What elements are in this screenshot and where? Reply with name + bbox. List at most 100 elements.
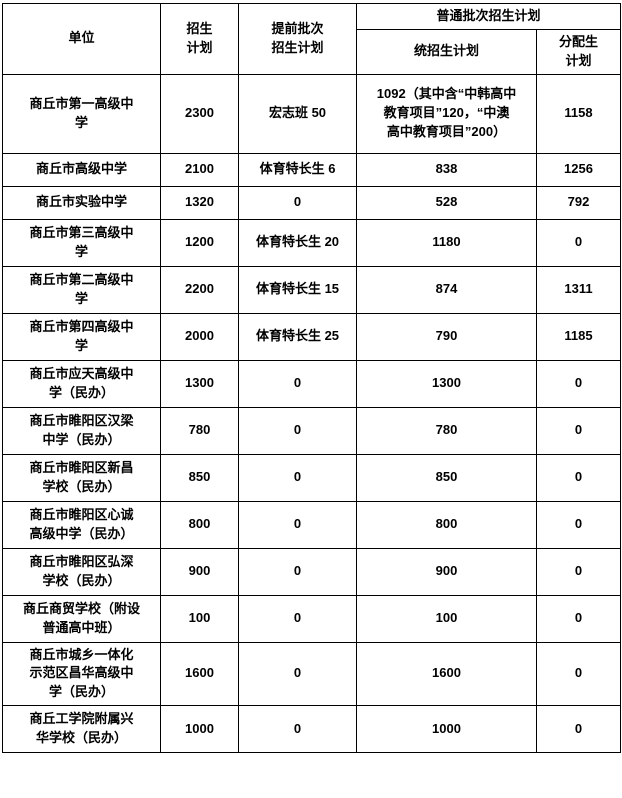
table-row: 商丘市睢阳区新昌 学校（民办） 850 0 850 0 <box>2 453 622 502</box>
table-row: 商丘商贸学校（附设 普通高中班） 100 0 100 0 <box>2 594 622 643</box>
header-total-plan-line2: 计划 <box>186 39 213 55</box>
cell-early: 0 <box>238 500 357 549</box>
unit-line1: 商丘市睢阳区新昌 <box>29 459 134 475</box>
cell-tongzhao: 1600 <box>356 641 537 707</box>
cell-unit: 商丘市城乡一体化 示范区昌华高级中 学（民办） <box>2 641 161 707</box>
unit-line2: 华学校（民办） <box>35 730 127 746</box>
cell-tongzhao: 528 <box>356 185 537 220</box>
unit-line2: 学校（民办） <box>42 572 121 588</box>
header-general-batch: 普通批次招生计划 <box>355 3 622 30</box>
table-row: 商丘市城乡一体化 示范区昌华高级中 学（民办） 1600 0 1600 0 <box>2 641 622 707</box>
unit-line1: 商丘市第二高级中 <box>29 271 134 287</box>
unit-line2: 学 <box>74 114 88 130</box>
unit-line1: 商丘商贸学校（附设 <box>22 600 140 616</box>
table-row: 商丘市第四高级中 学 2000 体育特长生 25 790 1185 <box>2 312 622 361</box>
unit-line1: 商丘市第三高级中 <box>29 224 134 240</box>
cell-fenpei: 0 <box>535 547 622 596</box>
header-total-plan: 招生 计划 <box>160 3 239 75</box>
cell-total: 1000 <box>160 705 239 754</box>
unit-line1: 商丘市睢阳区心诚 <box>29 506 134 522</box>
cell-total: 780 <box>160 406 239 455</box>
cell-fenpei: 0 <box>535 641 622 707</box>
cell-unit: 商丘工学院附属兴 华学校（民办） <box>2 705 161 754</box>
tongzhao-line3: 高中教育项目”200） <box>386 123 507 139</box>
cell-total: 1200 <box>160 218 239 267</box>
table-row: 商丘市睢阳区汉梁 中学（民办） 780 0 780 0 <box>2 406 622 455</box>
cell-unit: 商丘市睢阳区新昌 学校（民办） <box>2 453 161 502</box>
table-row: 商丘工学院附属兴 华学校（民办） 1000 0 1000 0 <box>2 705 622 754</box>
cell-early: 体育特长生 20 <box>238 218 357 267</box>
cell-total: 1300 <box>160 359 239 408</box>
cell-total: 2000 <box>160 312 239 361</box>
header-unit: 单位 <box>2 3 161 75</box>
cell-unit: 商丘市第四高级中 学 <box>2 312 161 361</box>
cell-early: 体育特长生 15 <box>238 265 357 314</box>
cell-fenpei: 0 <box>535 705 622 754</box>
header-row-2: 统招生计划 分配生 计划 <box>3 28 622 75</box>
unit-line2: 普通高中班） <box>42 619 121 635</box>
cell-unit: 商丘市第三高级中 学 <box>2 218 161 267</box>
cell-tongzhao: 838 <box>356 152 537 187</box>
header-row-1: 单位 招生 计划 提前批次 招生计划 普通批次招生计划 <box>2 3 622 75</box>
unit-line2: 学 <box>74 243 88 259</box>
header-early-batch: 提前批次 招生计划 <box>238 3 357 75</box>
cell-unit: 商丘市第一高级中 学 <box>2 73 161 154</box>
cell-tongzhao: 1180 <box>356 218 537 267</box>
cell-early: 0 <box>238 547 357 596</box>
table-row: 商丘市实验中学 1320 0 528 792 <box>2 185 622 220</box>
table-row: 商丘市睢阳区心诚 高级中学（民办） 800 0 800 0 <box>2 500 622 549</box>
header-early-batch-line1: 提前批次 <box>271 20 324 36</box>
cell-early: 0 <box>238 705 357 754</box>
cell-early: 0 <box>238 406 357 455</box>
tongzhao-line2: 教育项目”120，“中澳 <box>383 105 510 121</box>
cell-total: 100 <box>160 594 239 643</box>
cell-total: 1320 <box>160 185 239 220</box>
table-row: 商丘市睢阳区弘深 学校（民办） 900 0 900 0 <box>2 547 622 596</box>
unit-line1: 商丘工学院附属兴 <box>29 711 134 727</box>
unit-line1: 商丘市睢阳区汉梁 <box>29 412 134 428</box>
cell-fenpei: 1256 <box>535 152 622 187</box>
cell-unit: 商丘市高级中学 <box>2 152 161 187</box>
header-tongzhao: 统招生计划 <box>356 28 537 75</box>
table-row: 商丘市第一高级中 学 2300 宏志班 50 1092（其中含“中韩高中 教育项… <box>2 73 622 154</box>
cell-early: 0 <box>238 641 357 707</box>
cell-tongzhao: 874 <box>356 265 537 314</box>
cell-early: 宏志班 50 <box>238 73 357 154</box>
unit-line2: 高级中学（民办） <box>29 525 134 541</box>
cell-total: 2100 <box>160 152 239 187</box>
table-header: 单位 招生 计划 提前批次 招生计划 普通批次招生计划 统招生计划 分配生 计划 <box>2 3 622 75</box>
cell-early: 体育特长生 6 <box>238 152 357 187</box>
header-fenpei-line2: 计划 <box>565 52 592 68</box>
cell-fenpei: 0 <box>535 406 622 455</box>
unit-line2: 学（民办） <box>48 384 114 400</box>
cell-total: 2300 <box>160 73 239 154</box>
cell-tongzhao: 780 <box>356 406 537 455</box>
table-row: 商丘市第三高级中 学 1200 体育特长生 20 1180 0 <box>2 218 622 267</box>
cell-early: 0 <box>238 594 357 643</box>
unit-line2: 学 <box>74 337 88 353</box>
cell-total: 1600 <box>160 641 239 707</box>
cell-tongzhao: 790 <box>356 312 537 361</box>
cell-fenpei: 0 <box>535 500 622 549</box>
table-row: 商丘市应天高级中 学（民办） 1300 0 1300 0 <box>2 359 622 408</box>
table-body: 商丘市第一高级中 学 2300 宏志班 50 1092（其中含“中韩高中 教育项… <box>2 73 622 754</box>
cell-fenpei: 792 <box>535 185 622 220</box>
cell-tongzhao: 850 <box>356 453 537 502</box>
unit-line1: 商丘市城乡一体化 <box>29 646 134 662</box>
table-row: 商丘市第二高级中 学 2200 体育特长生 15 874 1311 <box>2 265 622 314</box>
cell-unit: 商丘市应天高级中 学（民办） <box>2 359 161 408</box>
unit-line1: 商丘市睢阳区弘深 <box>29 553 134 569</box>
cell-fenpei: 1311 <box>535 265 622 314</box>
header-fenpei: 分配生 计划 <box>535 28 622 75</box>
cell-unit: 商丘商贸学校（附设 普通高中班） <box>2 594 161 643</box>
cell-tongzhao: 800 <box>356 500 537 549</box>
cell-unit: 商丘市睢阳区弘深 学校（民办） <box>2 547 161 596</box>
unit-line3: 学（民办） <box>48 684 114 700</box>
unit-line2: 示范区昌华高级中 <box>29 665 134 681</box>
cell-tongzhao: 1300 <box>356 359 537 408</box>
cell-total: 2200 <box>160 265 239 314</box>
cell-early: 0 <box>238 453 357 502</box>
unit-line1: 商丘市第四高级中 <box>29 318 134 334</box>
cell-total: 850 <box>160 453 239 502</box>
